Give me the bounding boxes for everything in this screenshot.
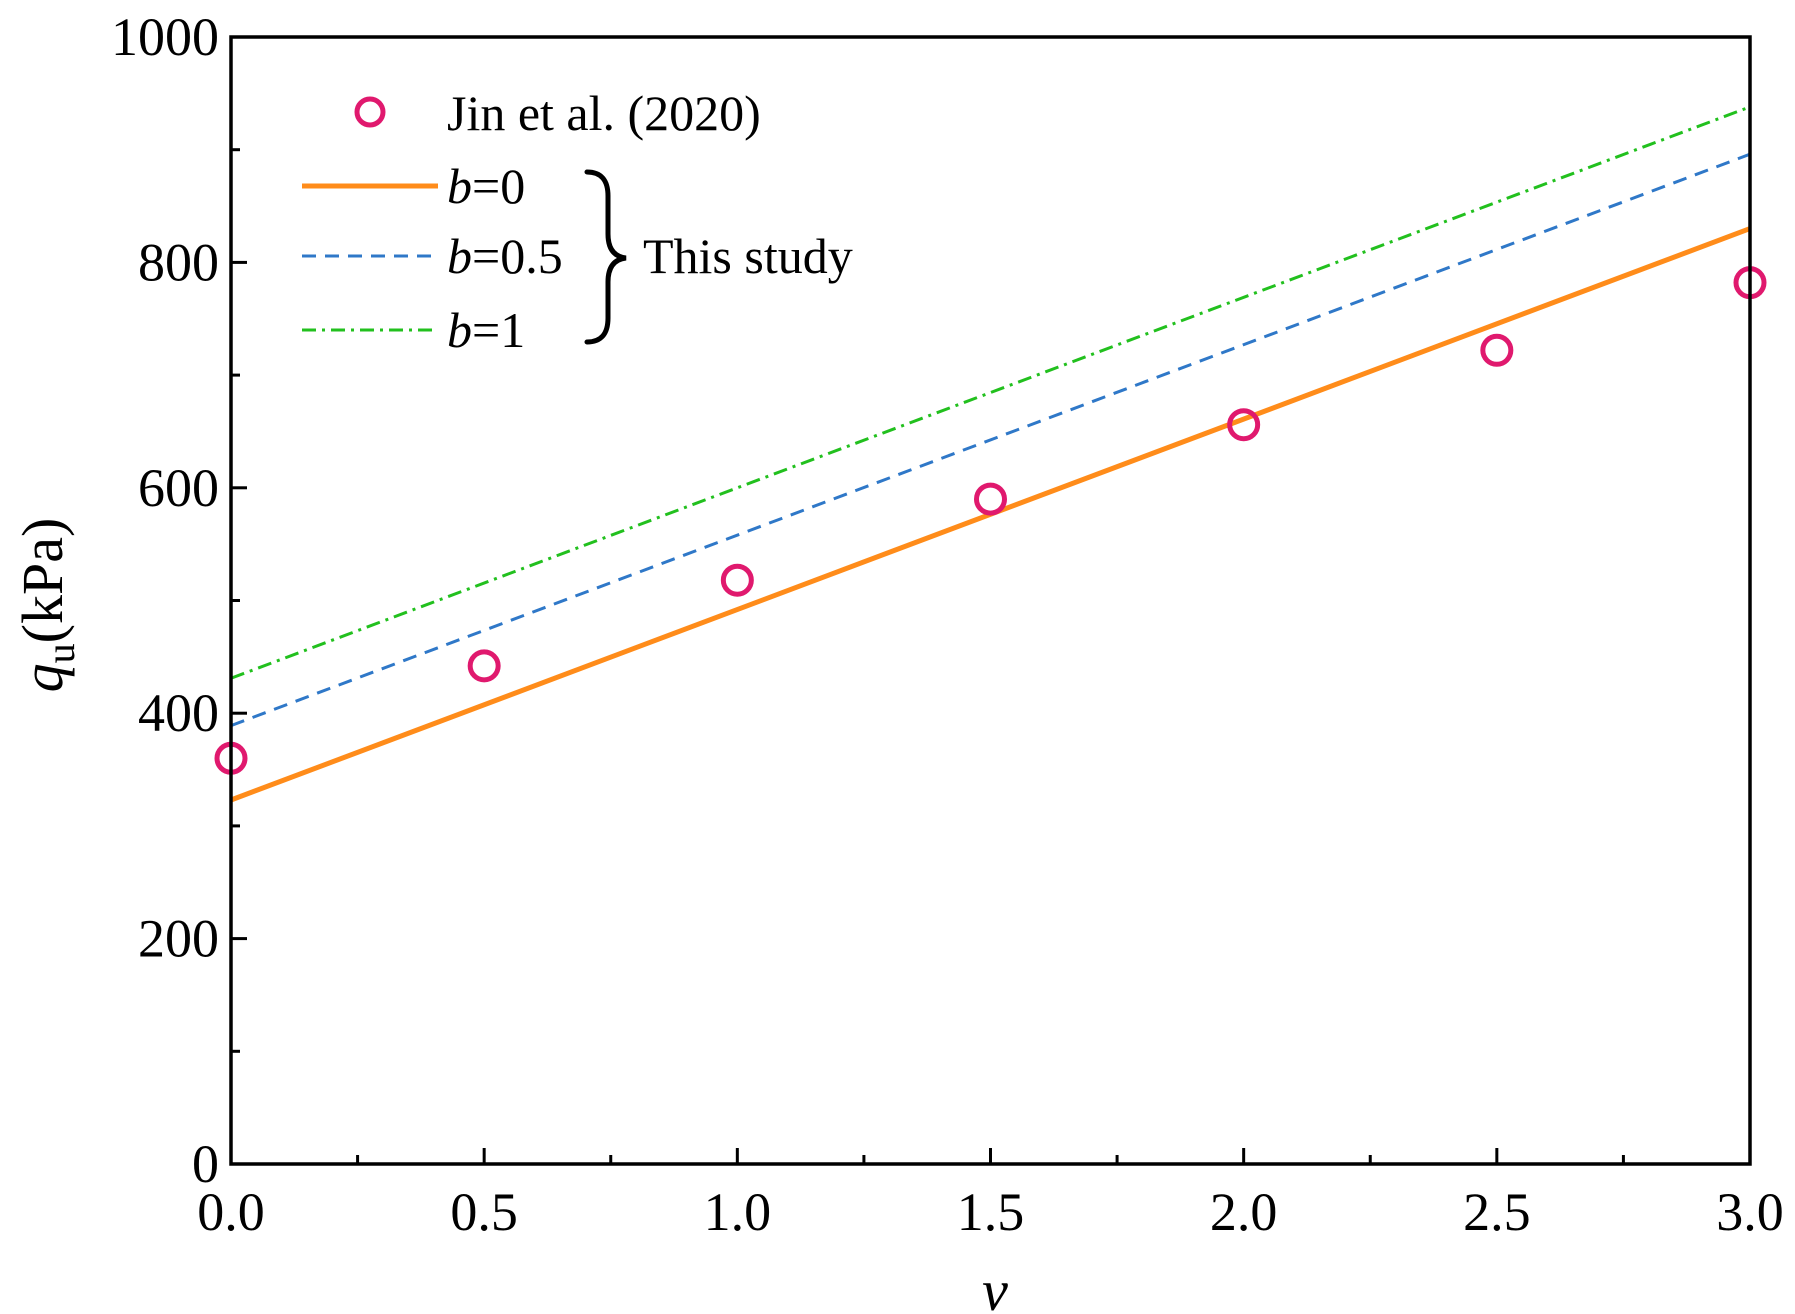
legend-label-jin: Jin et al. (2020)	[447, 85, 761, 141]
legend-label-b05: b=0.5	[447, 228, 563, 284]
x-tick-label: 2.5	[1463, 1182, 1531, 1242]
x-tick-label: 3.0	[1716, 1182, 1784, 1242]
legend-label-b0: b=0	[447, 158, 525, 214]
series-line-b-0-5	[230, 152, 1751, 728]
data-point-jin	[1480, 333, 1514, 367]
x-tick-label: 0.0	[197, 1182, 265, 1242]
x-axis-title: v	[982, 1258, 1008, 1314]
legend-var-b0: b	[447, 158, 472, 214]
x-tick-label: 2.0	[1210, 1182, 1278, 1242]
legend-marker-jin	[354, 96, 386, 128]
y-tick-label: 200	[138, 909, 219, 969]
data-point-jin	[720, 563, 754, 597]
data-point-jin	[974, 482, 1007, 516]
legend-value-b0: =0	[472, 158, 525, 214]
y-tick-labels: 0 200 400 600 800 1000	[111, 7, 219, 1194]
y-axis-subscript: u	[38, 643, 83, 663]
legend-brace	[584, 169, 627, 345]
y-tick-label: 600	[138, 458, 219, 518]
legend-label-b1: b=1	[447, 302, 525, 358]
x-tick-label: 1.0	[704, 1182, 772, 1242]
y-tick-label: 0	[192, 1134, 219, 1194]
y-tick-label: 1000	[111, 7, 219, 67]
data-point-jin	[1227, 408, 1261, 442]
y-axis-title: qu(kPa)	[10, 518, 83, 693]
minor-ticks	[231, 148, 1625, 1164]
y-axis-symbol: q	[10, 663, 75, 692]
y-axis-unit: (kPa)	[10, 518, 75, 644]
legend-value-b05: =0.5	[472, 228, 563, 284]
annotation-this-study: This study	[643, 228, 853, 284]
series-line-b-1	[230, 105, 1751, 680]
legend-var-b05: b	[447, 228, 472, 284]
plot-frame	[229, 35, 1752, 1166]
legend-value-b1: =1	[472, 302, 525, 358]
y-tick-label: 400	[138, 683, 219, 743]
x-tick-labels: 0.0 0.5 1.0 1.5 2.0 2.5 3.0	[197, 1182, 1784, 1242]
y-tick-label: 800	[138, 232, 219, 292]
x-tick-label: 1.5	[957, 1182, 1025, 1242]
legend: Jin et al. (2020) b=0 b=0.5 b=1 This stu…	[302, 85, 853, 358]
legend-var-b1: b	[447, 302, 472, 358]
x-tick-label: 0.5	[450, 1182, 518, 1242]
data-point-jin	[467, 649, 501, 683]
